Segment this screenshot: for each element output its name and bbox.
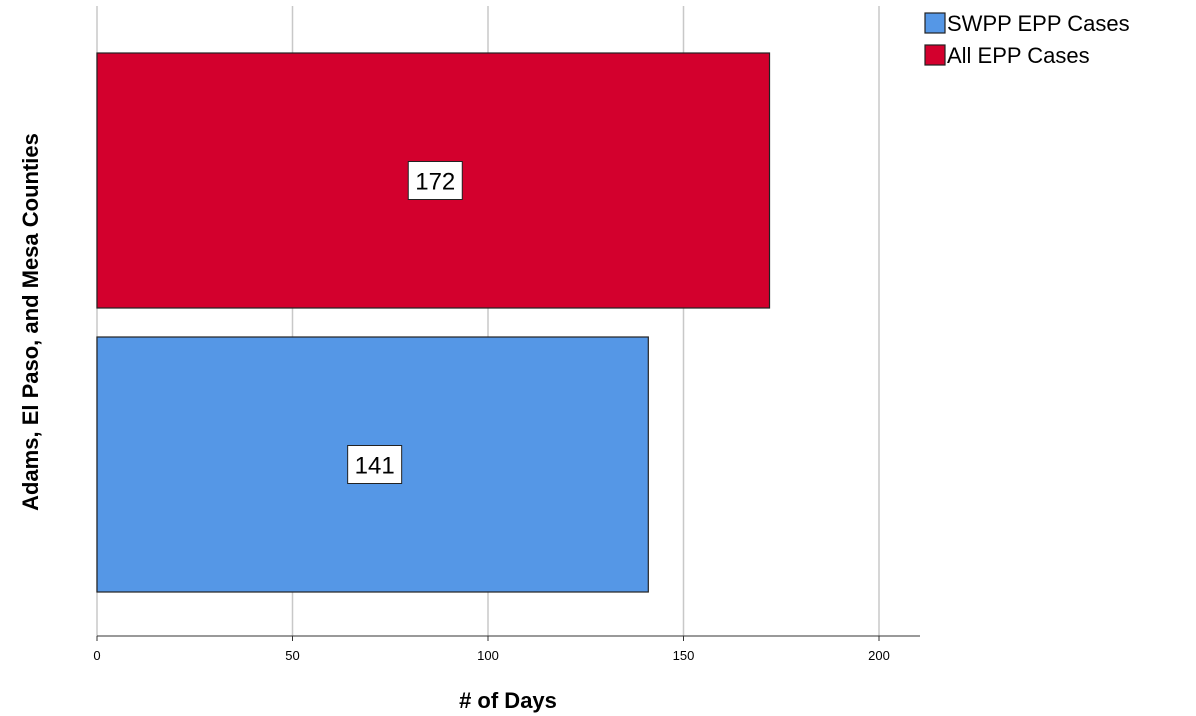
legend: SWPP EPP Cases All EPP Cases [924, 11, 1130, 68]
x-axis-title: # of Days [459, 688, 557, 713]
x-tick-label: 50 [285, 648, 299, 663]
data-label-box [407, 161, 463, 200]
bars [96, 52, 771, 593]
legend-label: SWPP EPP Cases [947, 11, 1130, 36]
x-axis: 0 50 100 150 200 [93, 635, 920, 663]
x-tick-label: 100 [477, 648, 499, 663]
x-tick-label: 200 [868, 648, 890, 663]
legend-swatch [924, 44, 946, 66]
data-label-box [347, 445, 403, 484]
data-label: 172 [415, 169, 455, 196]
data-label: 141 [355, 453, 395, 480]
data-labels: 141 172 [347, 161, 463, 484]
legend-swatch [924, 12, 946, 34]
legend-label: All EPP Cases [947, 43, 1090, 68]
x-tick-label: 0 [93, 648, 100, 663]
x-tick-label: 150 [673, 648, 695, 663]
y-axis-title: Adams, El Paso, and Mesa Counties [18, 133, 43, 511]
